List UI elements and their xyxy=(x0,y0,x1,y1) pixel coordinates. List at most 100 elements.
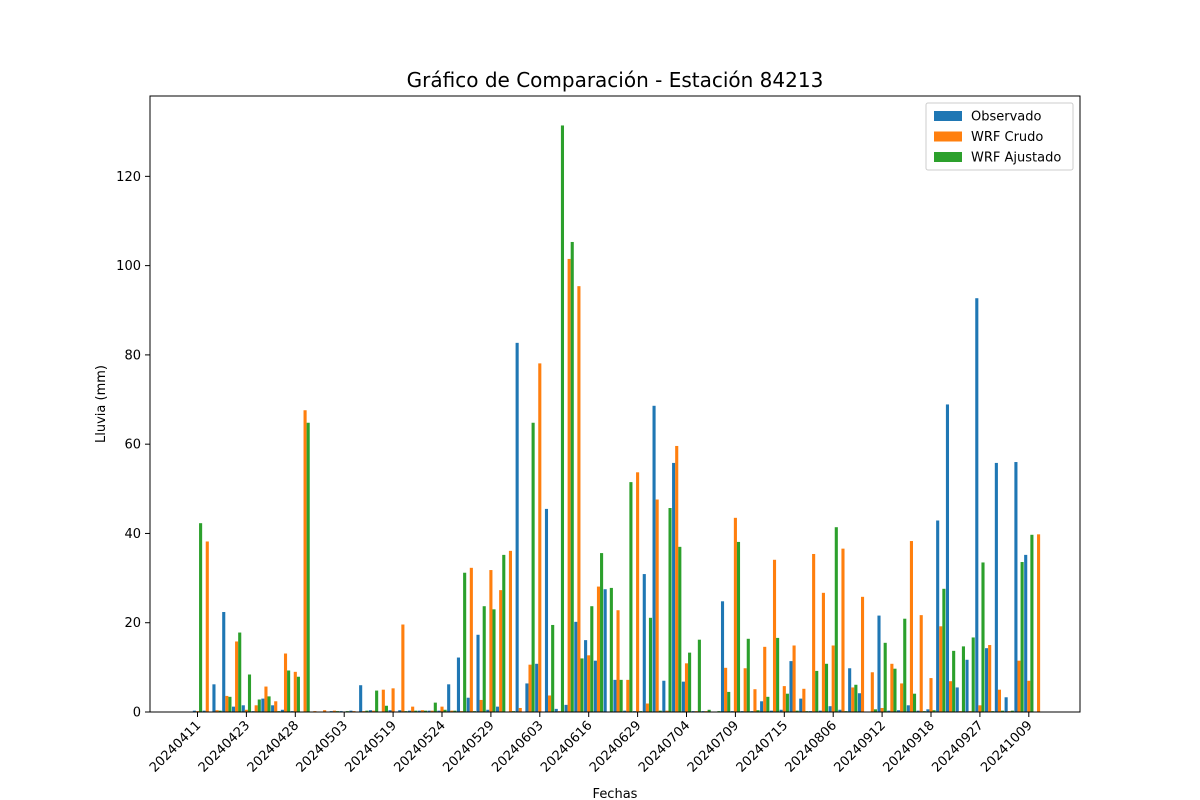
bar xyxy=(929,678,933,712)
bar xyxy=(205,541,209,712)
bar xyxy=(261,698,265,712)
bar xyxy=(877,615,881,712)
bars-group xyxy=(192,125,1041,712)
bar xyxy=(502,554,506,712)
bar xyxy=(486,709,490,712)
bar xyxy=(727,691,731,712)
bar xyxy=(323,710,327,712)
bar xyxy=(932,710,936,712)
bar xyxy=(665,710,669,712)
bar xyxy=(476,634,480,712)
bar xyxy=(283,653,288,712)
bar xyxy=(411,706,415,712)
bar xyxy=(238,632,242,712)
bar xyxy=(274,701,278,712)
bar xyxy=(368,710,372,712)
bar xyxy=(799,698,803,712)
bar xyxy=(609,587,613,712)
bar xyxy=(616,610,620,712)
bar xyxy=(388,710,392,712)
bar xyxy=(763,646,767,712)
y-tick-label: 120 xyxy=(116,170,141,185)
series-wrf-ajustado xyxy=(199,125,1034,712)
y-tick-label: 60 xyxy=(124,438,141,453)
bar xyxy=(945,404,950,712)
bar xyxy=(228,696,232,712)
bar xyxy=(736,541,741,712)
bar xyxy=(423,710,428,712)
bar xyxy=(538,363,542,712)
bar xyxy=(776,637,780,712)
bar xyxy=(570,241,574,712)
bar xyxy=(942,588,946,712)
bar xyxy=(851,687,855,712)
bar xyxy=(596,586,601,712)
bar xyxy=(280,709,284,712)
y-axis-label: Lluvia (mm) xyxy=(94,365,109,443)
bar xyxy=(857,693,861,712)
bar xyxy=(257,699,261,712)
bar xyxy=(247,674,252,712)
bar xyxy=(482,606,486,712)
bar xyxy=(1027,680,1031,712)
bar xyxy=(199,523,203,712)
bar xyxy=(1037,534,1041,712)
bar xyxy=(883,642,887,712)
legend-swatch xyxy=(934,152,962,162)
bar xyxy=(1014,462,1018,712)
bar xyxy=(508,550,513,712)
bar xyxy=(215,710,219,712)
bar xyxy=(675,445,679,712)
bar xyxy=(834,527,838,712)
bar xyxy=(697,639,701,712)
bar xyxy=(192,710,196,712)
bar xyxy=(795,710,799,712)
y-tick-label: 40 xyxy=(124,527,141,542)
bar xyxy=(443,709,447,712)
bar xyxy=(756,710,760,712)
y-tick-label: 100 xyxy=(116,259,141,274)
bar xyxy=(456,657,461,712)
bar xyxy=(955,687,959,712)
bar xyxy=(636,472,640,712)
bar xyxy=(244,709,248,712)
bar xyxy=(821,592,825,712)
bar xyxy=(887,710,891,712)
bar xyxy=(681,681,685,712)
bar xyxy=(603,589,607,712)
legend-label: Observado xyxy=(971,110,1042,125)
bar xyxy=(525,683,529,712)
bar xyxy=(662,680,666,712)
bar xyxy=(870,672,874,712)
bar xyxy=(535,663,539,712)
bar xyxy=(365,710,369,712)
x-tick-label: 20240927 xyxy=(929,718,986,775)
x-tick-label: 20240709 xyxy=(685,718,742,775)
bar xyxy=(548,695,552,712)
bar xyxy=(225,695,229,712)
bar xyxy=(371,710,376,712)
bar xyxy=(785,693,789,712)
bar xyxy=(1001,710,1005,712)
x-tick-label: 20240616 xyxy=(538,718,595,775)
bar xyxy=(981,562,985,712)
bar xyxy=(1017,660,1021,712)
bar xyxy=(890,663,894,712)
bar xyxy=(531,422,535,712)
bar xyxy=(1020,562,1024,712)
bar xyxy=(574,621,578,712)
bar xyxy=(479,699,483,712)
bar xyxy=(652,405,656,712)
bar xyxy=(222,612,226,712)
legend: Observado WRF Crudo WRF Ajustado xyxy=(925,102,1074,171)
bar xyxy=(766,696,770,712)
legend-swatch xyxy=(934,111,962,121)
bar xyxy=(593,660,597,712)
bar xyxy=(824,663,829,712)
bar xyxy=(499,590,503,712)
bar xyxy=(906,705,910,712)
bar xyxy=(218,710,222,712)
x-tick-label: 20240411 xyxy=(147,718,204,775)
bar xyxy=(453,710,457,712)
